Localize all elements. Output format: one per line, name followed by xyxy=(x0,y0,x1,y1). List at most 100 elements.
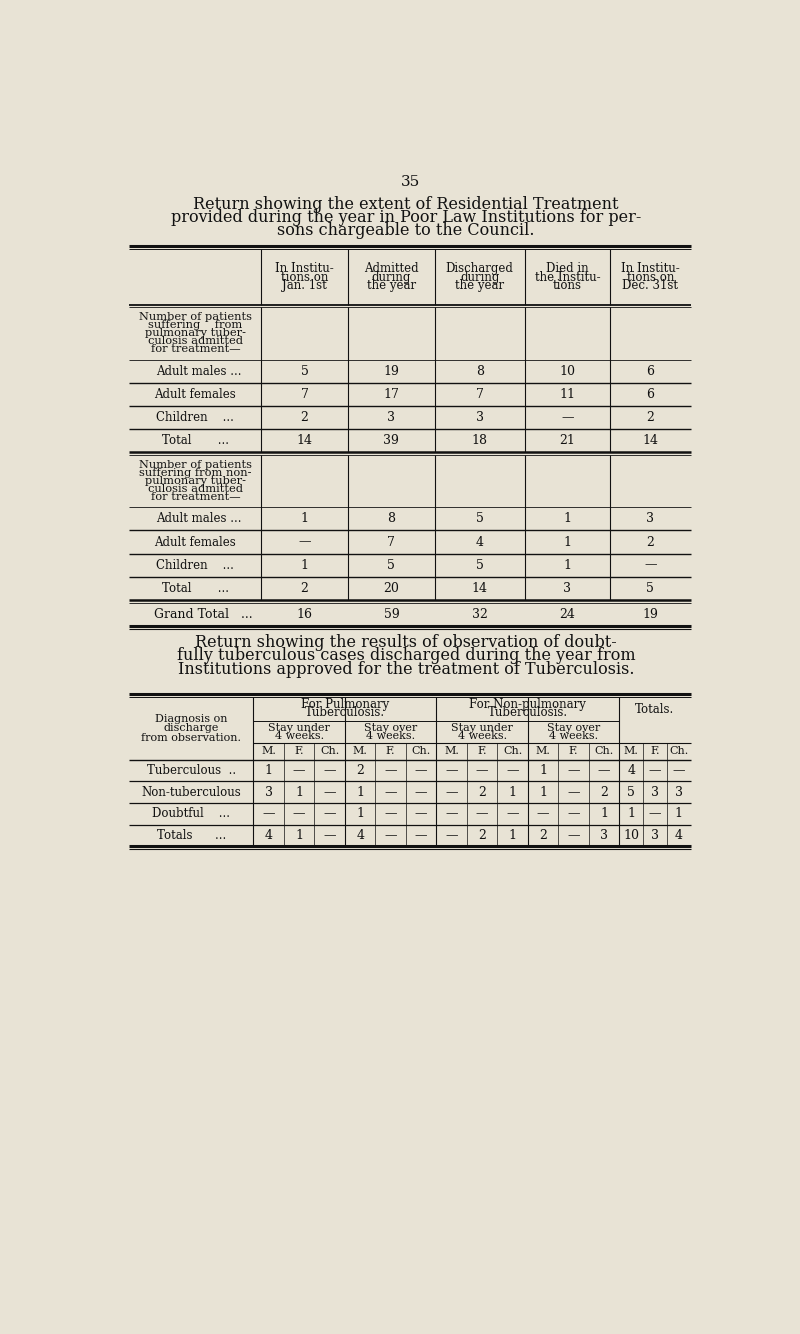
Text: 2: 2 xyxy=(301,411,309,424)
Text: 7: 7 xyxy=(476,388,484,400)
Text: Institutions approved for the treatment of Tuberculosis.: Institutions approved for the treatment … xyxy=(178,660,634,678)
Text: 7: 7 xyxy=(301,388,309,400)
Text: Tuberculous  ..: Tuberculous .. xyxy=(147,764,236,778)
Text: Tuberculosis.: Tuberculosis. xyxy=(305,707,385,719)
Text: 4 weeks.: 4 weeks. xyxy=(549,731,598,742)
Text: 5: 5 xyxy=(476,559,484,571)
Text: Total       ...: Total ... xyxy=(162,434,229,447)
Text: Ch.: Ch. xyxy=(320,747,339,756)
Text: 2: 2 xyxy=(356,764,364,778)
Text: 3: 3 xyxy=(563,582,571,595)
Text: 6: 6 xyxy=(646,364,654,378)
Text: 32: 32 xyxy=(472,608,488,620)
Text: —: — xyxy=(567,764,580,778)
Text: Diagnosis on: Diagnosis on xyxy=(155,714,228,724)
Text: 2: 2 xyxy=(539,828,547,842)
Text: —: — xyxy=(323,807,336,820)
Text: Stay over: Stay over xyxy=(547,723,600,732)
Text: —: — xyxy=(262,807,275,820)
Text: Total       ...: Total ... xyxy=(162,582,229,595)
Text: —: — xyxy=(537,807,550,820)
Text: 1: 1 xyxy=(265,764,273,778)
Text: during: during xyxy=(460,271,499,284)
Text: 4: 4 xyxy=(627,764,635,778)
Text: —: — xyxy=(415,764,427,778)
Text: 5: 5 xyxy=(627,786,635,799)
Text: —: — xyxy=(476,764,488,778)
Text: M.: M. xyxy=(536,747,550,756)
Text: Adult females: Adult females xyxy=(154,388,236,400)
Text: —: — xyxy=(446,807,458,820)
Text: Dec. 31st: Dec. 31st xyxy=(622,279,678,292)
Text: Doubtful    ...: Doubtful ... xyxy=(153,807,230,820)
Text: 17: 17 xyxy=(383,388,399,400)
Text: —: — xyxy=(644,559,657,571)
Text: 3: 3 xyxy=(600,828,608,842)
Text: Totals.: Totals. xyxy=(635,703,674,715)
Text: Stay under: Stay under xyxy=(268,723,330,732)
Text: 1: 1 xyxy=(301,512,309,526)
Text: 2: 2 xyxy=(478,828,486,842)
Text: fully tuberculous cases discharged during the year from: fully tuberculous cases discharged durin… xyxy=(177,647,635,664)
Text: Adult males ...: Adult males ... xyxy=(157,512,242,526)
Text: Jan. 1st: Jan. 1st xyxy=(282,279,327,292)
Text: 3: 3 xyxy=(674,786,682,799)
Text: for treatment—: for treatment— xyxy=(150,344,240,355)
Text: In Institu-: In Institu- xyxy=(275,263,334,275)
Text: Adult males ...: Adult males ... xyxy=(157,364,242,378)
Text: For Pulmonary: For Pulmonary xyxy=(301,698,389,711)
Text: 1: 1 xyxy=(509,786,517,799)
Text: For Non-pulmonary: For Non-pulmonary xyxy=(470,698,586,711)
Text: 5: 5 xyxy=(301,364,309,378)
Text: 1: 1 xyxy=(627,807,635,820)
Text: —: — xyxy=(415,828,427,842)
Text: 3: 3 xyxy=(646,512,654,526)
Text: 39: 39 xyxy=(383,434,399,447)
Text: 19: 19 xyxy=(383,364,399,378)
Text: —: — xyxy=(649,764,661,778)
Text: 1: 1 xyxy=(563,512,571,526)
Text: 4: 4 xyxy=(265,828,273,842)
Text: 1: 1 xyxy=(301,559,309,571)
Text: 59: 59 xyxy=(383,608,399,620)
Text: F.: F. xyxy=(294,747,304,756)
Text: 4: 4 xyxy=(476,535,484,548)
Text: 4 weeks.: 4 weeks. xyxy=(274,731,324,742)
Text: pulmonary tuber-: pulmonary tuber- xyxy=(145,328,246,339)
Text: F.: F. xyxy=(569,747,578,756)
Text: F.: F. xyxy=(650,747,660,756)
Text: 1: 1 xyxy=(563,559,571,571)
Text: pulmonary tuber-: pulmonary tuber- xyxy=(145,476,246,486)
Text: from observation.: from observation. xyxy=(142,732,242,743)
Text: discharge: discharge xyxy=(164,723,219,734)
Text: 4: 4 xyxy=(674,828,682,842)
Text: —: — xyxy=(384,828,397,842)
Text: 3: 3 xyxy=(651,786,659,799)
Text: 5: 5 xyxy=(646,582,654,595)
Text: sons chargeable to the Council.: sons chargeable to the Council. xyxy=(278,223,535,239)
Text: suffering from non-: suffering from non- xyxy=(139,468,251,478)
Text: Adult females: Adult females xyxy=(154,535,236,548)
Text: Stay under: Stay under xyxy=(451,723,513,732)
Text: Admitted: Admitted xyxy=(364,263,418,275)
Text: —: — xyxy=(415,807,427,820)
Text: 10: 10 xyxy=(623,828,639,842)
Text: 8: 8 xyxy=(387,512,395,526)
Text: —: — xyxy=(561,411,574,424)
Text: —: — xyxy=(446,828,458,842)
Text: —: — xyxy=(567,786,580,799)
Text: culosis admitted: culosis admitted xyxy=(148,336,243,347)
Text: provided during the year in Poor Law Institutions for per-: provided during the year in Poor Law Ins… xyxy=(171,209,642,227)
Text: 1: 1 xyxy=(356,786,364,799)
Text: culosis admitted: culosis admitted xyxy=(148,484,243,495)
Text: 10: 10 xyxy=(559,364,575,378)
Text: tions: tions xyxy=(553,279,582,292)
Text: 4: 4 xyxy=(356,828,364,842)
Text: 16: 16 xyxy=(297,608,313,620)
Text: M.: M. xyxy=(444,747,459,756)
Text: Stay over: Stay over xyxy=(364,723,418,732)
Text: Number of patients: Number of patients xyxy=(139,460,252,470)
Text: 3: 3 xyxy=(651,828,659,842)
Text: 3: 3 xyxy=(387,411,395,424)
Text: Non-tuberculous: Non-tuberculous xyxy=(142,786,242,799)
